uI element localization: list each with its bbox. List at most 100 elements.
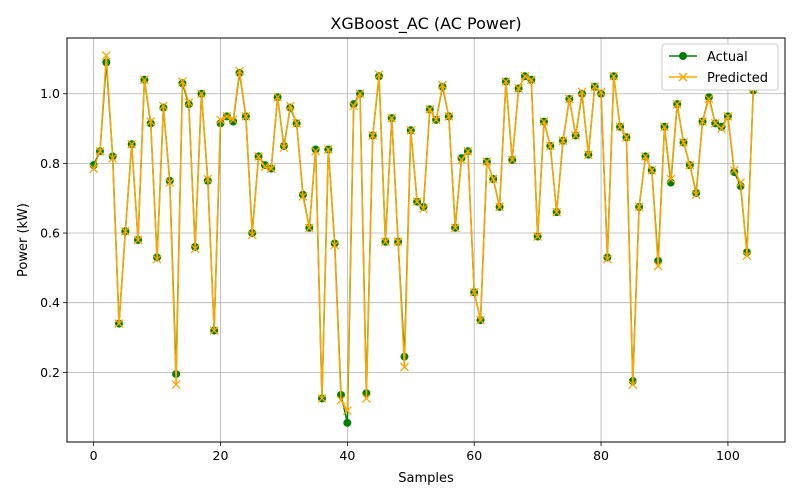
x-tick-label: 80: [593, 448, 609, 463]
series-predicted-point: [457, 155, 466, 165]
series-predicted-point: [292, 118, 302, 128]
series-predicted-point: [666, 174, 676, 184]
series-actual-point: [343, 418, 352, 427]
series-predicted-point: [444, 111, 454, 121]
series-predicted-point: [552, 207, 562, 217]
series-predicted-point: [406, 125, 416, 135]
series-predicted-point: [495, 202, 505, 212]
series-predicted-point: [742, 251, 752, 261]
series-predicted-point: [533, 232, 543, 241]
series-predicted-point: [184, 97, 194, 107]
series-predicted-point: [717, 124, 727, 134]
series-predicted-point: [698, 117, 708, 127]
series-predicted-point: [89, 164, 99, 174]
series-layer: [89, 50, 758, 427]
series-predicted-point: [127, 139, 137, 149]
legend-actual-label: Actual: [707, 50, 748, 65]
y-tick-label: 1.0: [40, 86, 60, 101]
series-predicted-point: [336, 395, 346, 405]
series-predicted-point: [710, 118, 720, 128]
x-tick-label: 0: [90, 448, 98, 463]
series-predicted-point: [723, 111, 733, 121]
series-predicted-point: [425, 104, 435, 114]
series-predicted-point: [583, 150, 593, 160]
series-predicted-point: [634, 202, 644, 212]
series-predicted-point: [596, 87, 606, 97]
series-predicted-point: [488, 174, 498, 184]
series-predicted-point: [222, 111, 232, 121]
plot-frame: [66, 37, 786, 443]
legend-predicted-marker: [678, 72, 688, 82]
series-predicted-point: [463, 146, 473, 156]
series-predicted-point: [577, 87, 587, 97]
series-predicted-point: [158, 101, 168, 111]
series-predicted-point: [672, 99, 682, 109]
series-predicted-point: [101, 50, 111, 60]
series-predicted-point: [691, 190, 701, 200]
series-predicted-point: [247, 230, 257, 240]
legend-predicted-label: Predicted: [707, 71, 768, 86]
chart-title: XGBoost_AC (AC Power): [330, 14, 521, 34]
series-predicted-point: [539, 117, 549, 127]
series-predicted-point: [260, 162, 270, 172]
series-actual-point: [311, 145, 320, 154]
series-predicted-point: [647, 165, 657, 175]
series-predicted-point: [564, 94, 574, 104]
y-tick-label: 0.8: [40, 156, 60, 171]
legend-actual-marker: [679, 52, 687, 60]
series-predicted-point: [241, 111, 251, 121]
series-predicted-point: [736, 178, 746, 187]
series-predicted-point: [520, 71, 530, 81]
series-predicted-point: [399, 362, 409, 372]
series-predicted-point: [228, 115, 238, 125]
series-predicted-point: [235, 66, 244, 76]
series-predicted-point: [558, 136, 568, 146]
series-predicted-point: [203, 174, 213, 184]
series-predicted-point: [653, 261, 663, 271]
series-predicted-point: [133, 235, 143, 245]
series-predicted-point: [317, 394, 327, 403]
x-axis-label: Samples: [398, 471, 454, 486]
ticks: 0 20 40 60 80 100 0.2 0.4 0.6 0.8 1.0: [40, 86, 740, 463]
y-tick-label: 0.2: [40, 365, 60, 380]
series-predicted-point: [342, 406, 352, 416]
series-predicted-point: [108, 153, 118, 163]
series-predicted-point: [450, 223, 460, 233]
series-predicted-point: [349, 101, 359, 111]
series-predicted-point: [609, 71, 619, 81]
series-predicted-point: [469, 287, 479, 297]
series-predicted-point: [501, 77, 511, 86]
series-predicted-point: [526, 75, 536, 85]
series-predicted-point: [628, 380, 638, 389]
series-predicted-point: [209, 326, 219, 336]
series-predicted-point: [615, 122, 625, 132]
series-predicted-point: [171, 380, 181, 389]
series-predicted-point: [387, 113, 397, 123]
series-predicted-point: [139, 75, 149, 85]
series-predicted-point: [419, 204, 428, 214]
series-predicted-point: [621, 132, 631, 142]
x-tick-label: 40: [339, 448, 355, 463]
series-predicted-point: [120, 226, 130, 236]
y-tick-label: 0.6: [40, 226, 60, 241]
series-predicted-point: [476, 315, 486, 325]
series-predicted-point: [640, 151, 650, 161]
series-predicted-point: [146, 117, 156, 127]
series-predicted-point: [482, 157, 492, 167]
series-predicted-point: [298, 192, 308, 201]
series-predicted-point: [254, 151, 264, 161]
series-predicted-point: [330, 240, 340, 250]
series-predicted-point: [285, 101, 295, 111]
series-predicted-point: [311, 146, 321, 156]
series-predicted-point: [660, 122, 669, 132]
series-actual-point: [704, 93, 713, 102]
series-predicted-point: [197, 89, 206, 99]
series-predicted-point: [393, 237, 403, 247]
x-tick-label: 100: [716, 448, 740, 463]
y-tick-label: 0.4: [40, 295, 60, 310]
series-predicted-point: [177, 77, 187, 86]
series-predicted-point: [216, 115, 225, 125]
x-tick-label: 60: [466, 448, 482, 463]
series-predicted-point: [304, 223, 314, 233]
series-predicted-point: [545, 141, 555, 151]
